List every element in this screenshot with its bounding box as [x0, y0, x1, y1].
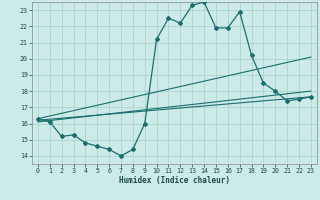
X-axis label: Humidex (Indice chaleur): Humidex (Indice chaleur)	[119, 176, 230, 185]
